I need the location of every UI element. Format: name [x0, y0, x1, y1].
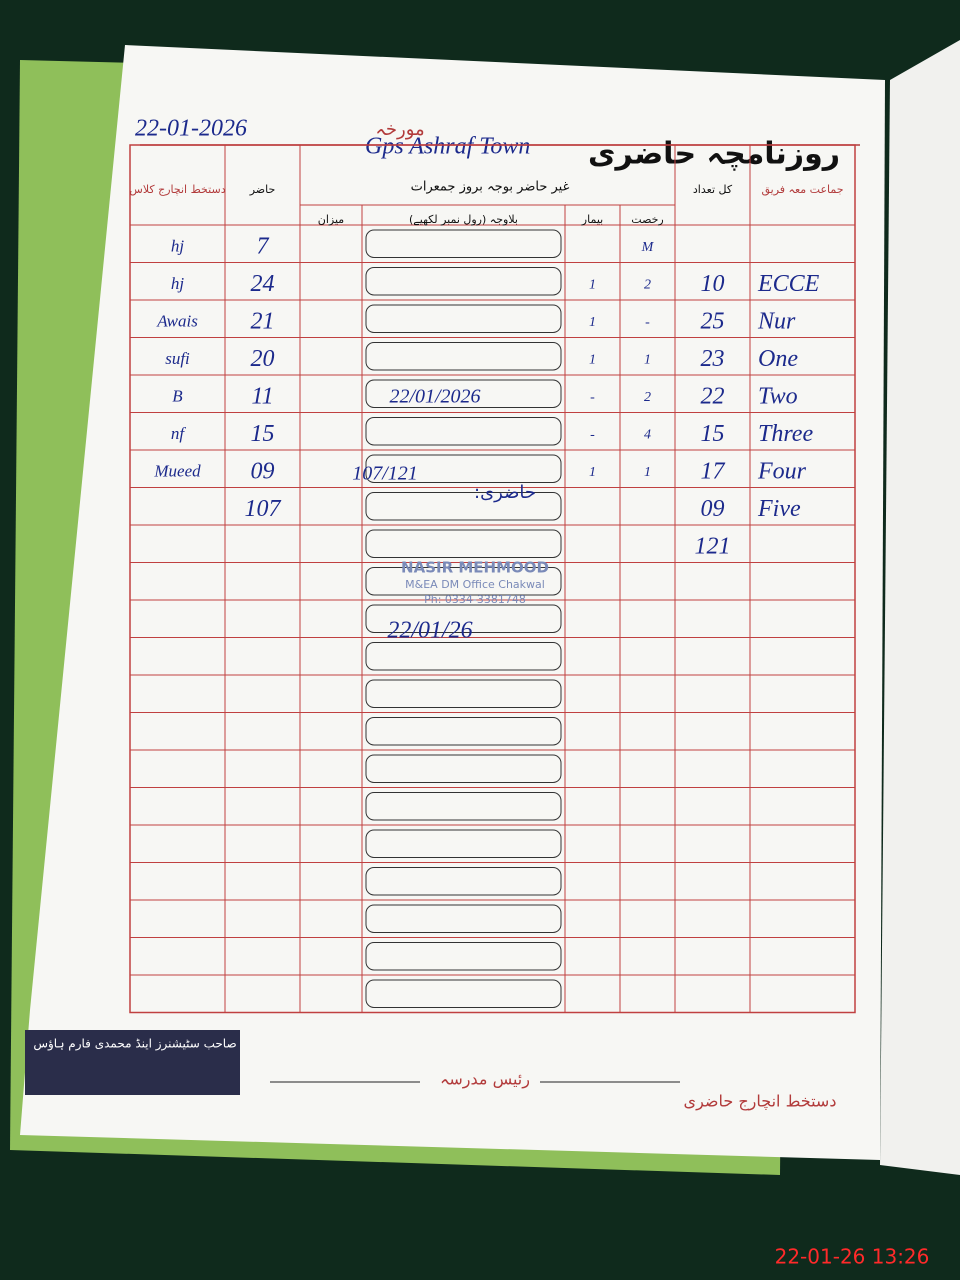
column-header: بیمار — [581, 213, 603, 226]
cell-class: ECCE — [757, 271, 820, 297]
reason-box — [365, 717, 562, 746]
annotation-stamp-name: NASIR MEHMOOD — [401, 559, 549, 577]
cell-leave: 4 — [644, 427, 651, 442]
reason-box — [365, 642, 562, 671]
cell-signature: Awais — [156, 312, 198, 331]
cell-class: One — [758, 346, 798, 372]
column-header: دستخط انچارج کلاس — [129, 183, 225, 196]
cell-sick: 1 — [589, 315, 596, 330]
cell-sick: 1 — [589, 352, 596, 367]
reason-box — [365, 792, 562, 821]
page-sheet — [20, 45, 885, 1160]
cell-present: 21 — [251, 308, 275, 334]
annotation-stamp-phone: Ph: 0334-3381748 — [424, 593, 526, 606]
date: 22-01-2026 — [135, 116, 247, 142]
publisher-label — [25, 1030, 240, 1095]
column-header: بلاوجہ (رول نمبر لکھیے) — [409, 213, 518, 226]
annotation-sign-date: 22/01/2026 — [389, 386, 480, 408]
reason-box — [365, 867, 562, 896]
column-header: رخصت — [631, 213, 663, 226]
cell-total: 25 — [701, 308, 725, 334]
cell-total: 15 — [701, 421, 725, 447]
cell-present: 20 — [251, 346, 275, 372]
cell-leave: 1 — [644, 465, 651, 480]
cell-signature: hj — [171, 274, 185, 293]
cell-leave: 2 — [644, 277, 651, 292]
annotation-stamp-date: 22/01/26 — [387, 618, 472, 644]
date-label: مورخہ — [375, 119, 424, 140]
cell-leave: - — [645, 315, 650, 330]
reason-box — [365, 979, 562, 1008]
cell-total: 10 — [701, 271, 725, 297]
cell-total: 23 — [701, 346, 725, 372]
principal: رئیس مدرسہ — [440, 1070, 530, 1090]
cell-present: 107 — [245, 496, 282, 522]
cell-present: 09 — [251, 458, 275, 484]
reason-box — [365, 529, 562, 558]
reason-box — [365, 229, 562, 258]
cell-sick: - — [590, 427, 595, 442]
column-header: حاضر — [249, 183, 276, 196]
cell-sick: 1 — [589, 277, 596, 292]
reason-box — [365, 904, 562, 933]
cell-signature: B — [172, 387, 183, 406]
title: روزنامچہ حاضری — [588, 137, 840, 172]
cell-present: 11 — [251, 383, 273, 409]
cell-present: 24 — [251, 271, 275, 297]
reason-box — [365, 754, 562, 783]
cell-signature: nf — [171, 424, 187, 443]
cell-signature: Mueed — [153, 462, 201, 481]
cell-present: 15 — [251, 421, 275, 447]
annotation-stamp-office: M&EA DM Office Chakwal — [405, 578, 545, 591]
column-header: میزان — [318, 213, 345, 226]
cell-sick: 1 — [589, 465, 596, 480]
reason-box — [365, 829, 562, 858]
cell-total: 09 — [701, 496, 725, 522]
cell-total: 121 — [695, 533, 731, 559]
annotation-ratio: 107/121 — [352, 463, 418, 485]
cell-total: 22 — [701, 383, 725, 409]
reason-box — [365, 417, 562, 446]
reason-box — [365, 492, 562, 521]
cell-class: Nur — [757, 308, 796, 334]
cell-total: 17 — [701, 458, 726, 484]
cell-signature: sufi — [165, 349, 190, 368]
reason-box — [365, 379, 562, 408]
cell-class: Two — [758, 383, 798, 409]
cell-sick: - — [590, 390, 595, 405]
group-header: غیر حاضر بوجہ بروز جمعرات — [411, 180, 570, 195]
cell-leave: 1 — [644, 352, 651, 367]
reason-box — [365, 942, 562, 971]
reason-box — [365, 604, 562, 633]
next-page — [880, 40, 960, 1175]
cell-present: 7 — [257, 233, 270, 259]
cell-class: Three — [758, 421, 813, 447]
column-header: کل تعداد — [693, 183, 733, 196]
column-header: جماعت معہ فریق — [761, 183, 843, 197]
school: Gps Ashraf Town — [365, 134, 530, 160]
reason-box — [365, 679, 562, 708]
cell-signature: hj — [171, 237, 185, 256]
reason-box — [365, 567, 562, 596]
reason-box — [365, 267, 562, 296]
cell-leave: M — [641, 240, 655, 255]
cell-leave: 2 — [644, 390, 651, 405]
cell-class: Four — [757, 458, 807, 484]
attendance-incharge: دستخط انچارج حاضری — [684, 1092, 837, 1112]
reason-box — [365, 342, 562, 371]
timestamp: 22-01-26 13:26 — [775, 1245, 930, 1269]
cell-class: Five — [757, 496, 801, 522]
annotation-ratio-label: حاضری: — [474, 482, 536, 503]
publisher: صاحب سٹیشنرز اینڈ محمدی فارم ہاؤس — [33, 1037, 236, 1052]
reason-box — [365, 304, 562, 333]
reason-box — [365, 454, 562, 483]
